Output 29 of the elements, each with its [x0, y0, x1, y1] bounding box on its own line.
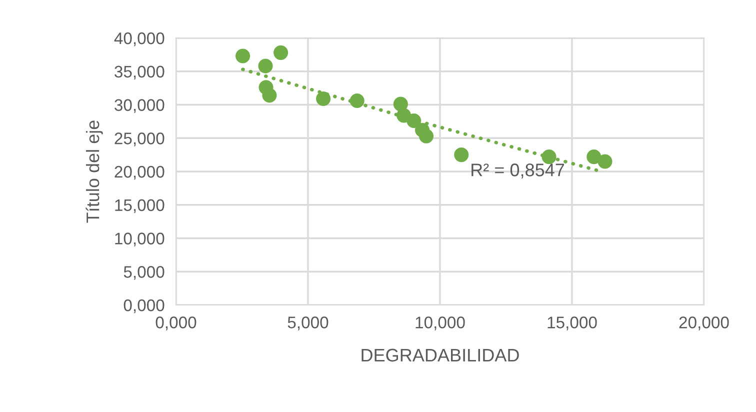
annotation: R² = 0,8547	[472, 164, 564, 178]
y-axis-title: Título del eje	[86, 120, 103, 223]
y-tick-label: 25,000	[114, 132, 164, 146]
y-tick-label: 0,000	[124, 299, 164, 314]
y-tick-label: 40,000	[114, 32, 164, 46]
x-tick-label: 0,000	[156, 316, 196, 330]
point	[350, 93, 364, 108]
point	[542, 150, 556, 164]
point	[418, 128, 434, 144]
y-tick-label: 5,000	[124, 266, 164, 280]
point	[316, 91, 331, 106]
y-tick-label: 30,000	[114, 99, 164, 113]
point	[258, 58, 273, 74]
x-tick-label: 10,000	[416, 316, 465, 330]
y-tick-label: 10,000	[115, 232, 164, 246]
x-tick-label: 5,000	[288, 316, 328, 330]
point	[598, 154, 612, 169]
point	[454, 148, 469, 162]
point	[586, 150, 602, 164]
point	[406, 113, 422, 128]
point	[262, 88, 277, 103]
y-tick-label: 20,000	[114, 166, 164, 180]
x-tick-label: 20,000	[679, 316, 729, 330]
x-axis-title: DEGRADABILIDAD	[362, 348, 519, 362]
y-tick-label: 15,000	[115, 199, 164, 214]
point	[274, 45, 288, 60]
y-tick-label: 35,000	[114, 66, 164, 80]
x-tick-label: 15,000	[548, 316, 597, 330]
point	[236, 48, 250, 64]
